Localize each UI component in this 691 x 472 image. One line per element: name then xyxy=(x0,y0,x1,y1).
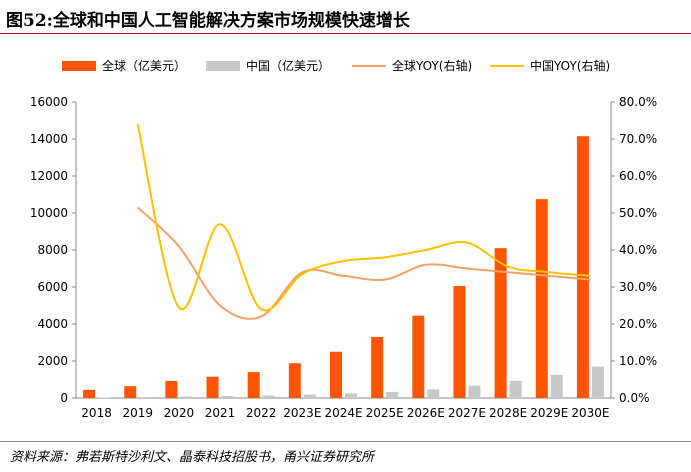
global-bar xyxy=(206,376,219,398)
legend-china-bar-swatch xyxy=(206,61,240,71)
legend-global-bar-label: 全球（亿美元） xyxy=(102,58,186,73)
china-bar xyxy=(139,396,152,398)
title-divider xyxy=(0,33,691,34)
china-bar xyxy=(345,393,357,398)
china-yoy-line xyxy=(136,123,591,312)
y2-tick-label: 70.0% xyxy=(619,132,657,146)
china-bar xyxy=(303,394,316,398)
y-tick-label: 14000 xyxy=(30,132,68,146)
global-bar xyxy=(412,315,425,398)
global-bar xyxy=(330,351,342,398)
legend-china-yoy-label: 中国YOY(右轴) xyxy=(530,58,610,73)
y-tick-label: 0 xyxy=(60,391,68,405)
global-bar xyxy=(124,386,137,398)
global-bar xyxy=(288,363,301,398)
y2-tick-label: 40.0% xyxy=(619,243,657,257)
y-tick-label: 6000 xyxy=(37,280,68,294)
y-tick-label: 16000 xyxy=(30,95,68,109)
x-tick-label: 2030E xyxy=(571,406,609,420)
x-tick-label: 2020 xyxy=(164,406,195,420)
title-bar: 图52:全球和中国人工智能解决方案市场规模快速增长 xyxy=(0,0,691,38)
y2-tick-label: 10.0% xyxy=(619,354,657,368)
global-bar xyxy=(247,372,260,398)
china-bar xyxy=(98,397,111,398)
china-bar xyxy=(221,395,234,398)
china-bar xyxy=(262,395,275,398)
source-divider xyxy=(0,441,691,442)
global-bar xyxy=(535,199,548,398)
global-yoy-line xyxy=(137,206,591,320)
market-size-chart: 0 2000 4000 6000 8000 10000 12000 14000 16000 0.0… xyxy=(30,58,657,420)
y2-tick-label: 60.0% xyxy=(619,169,657,183)
global-bar xyxy=(371,336,384,398)
x-tick-label: 2028E xyxy=(489,406,527,420)
y-tick-label: 8000 xyxy=(37,243,68,257)
y-tick-label: 12000 xyxy=(30,169,68,183)
x-tick-label: 2029E xyxy=(530,406,568,420)
x-tick-label: 2026E xyxy=(407,406,445,420)
global-bar xyxy=(165,380,178,398)
y2-tick-label: 20.0% xyxy=(619,317,657,331)
figure-title: 图52:全球和中国人工智能解决方案市场规模快速增长 xyxy=(6,11,410,31)
china-bar xyxy=(591,366,604,398)
china-bar xyxy=(550,374,563,398)
x-tick-label: 2024E xyxy=(324,406,362,420)
x-tick-label: 2022 xyxy=(246,406,277,420)
global-bar xyxy=(83,389,96,398)
x-tick-label: 2023E xyxy=(283,406,321,420)
legend-global-yoy-label: 全球YOY(右轴) xyxy=(392,58,472,73)
y-tick-label: 4000 xyxy=(37,317,68,331)
china-bar xyxy=(509,380,522,398)
y2-tick-label: 50.0% xyxy=(619,206,657,220)
legend-global-bar-swatch xyxy=(62,61,96,71)
china-bar xyxy=(427,389,440,398)
source-note: 资料来源：弗若斯特沙利文、晶泰科技招股书，甬兴证券研究所 xyxy=(10,450,375,465)
y2-tick-label: 30.0% xyxy=(619,280,657,294)
x-tick-label: 2027E xyxy=(448,406,486,420)
global-bar xyxy=(494,248,507,398)
global-bar xyxy=(576,136,589,398)
china-bar xyxy=(180,396,193,398)
y-tick-label: 2000 xyxy=(37,354,68,368)
y2-tick-label: 0.0% xyxy=(619,391,650,405)
x-tick-label: 2025E xyxy=(366,406,404,420)
china-bar xyxy=(386,391,399,398)
x-tick-label: 2021 xyxy=(205,406,236,420)
x-tick-label: 2019 xyxy=(122,406,153,420)
y2-tick-label: 80.0% xyxy=(619,95,657,109)
y-tick-label: 10000 xyxy=(30,206,68,220)
global-bar xyxy=(453,286,466,398)
china-bar xyxy=(468,385,481,398)
x-tick-label: 2018 xyxy=(81,406,112,420)
legend-china-bar-label: 中国（亿美元） xyxy=(246,58,330,73)
